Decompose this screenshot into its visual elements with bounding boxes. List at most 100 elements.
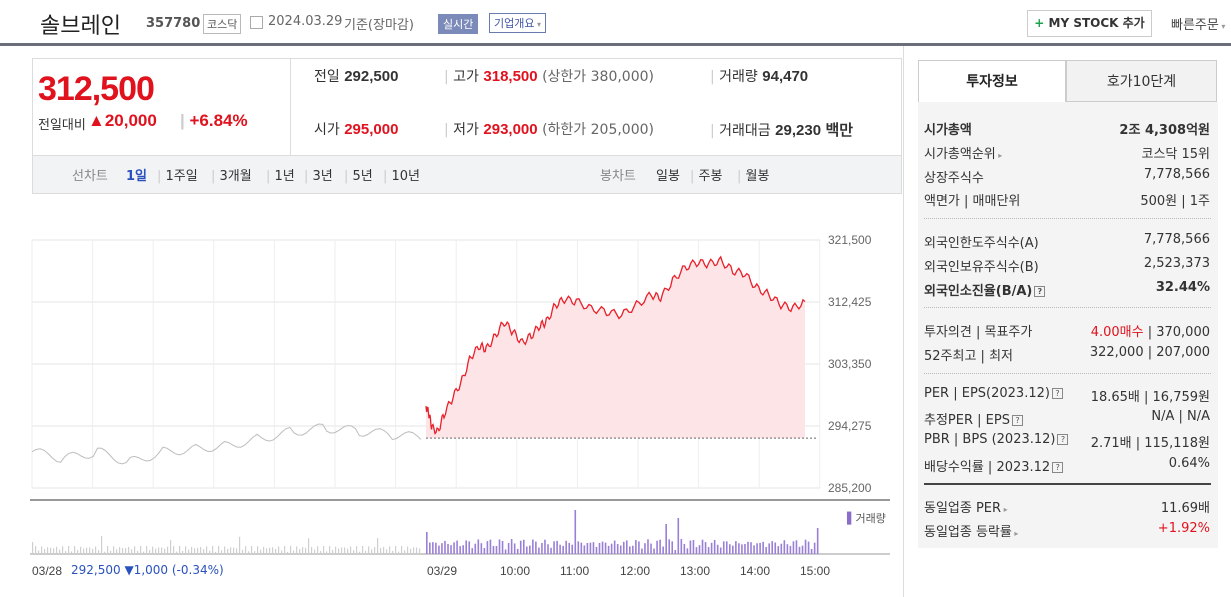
volume-bar-yesterday (338, 548, 340, 554)
volume-bar-yesterday (164, 548, 166, 554)
info-label: 시가총액 (924, 123, 972, 138)
volume-bar-yesterday (287, 551, 289, 554)
x-tick-label: 14:00 (740, 564, 770, 578)
volume-bar-today (447, 543, 449, 554)
tab-daily-candle[interactable]: 일봉 (656, 169, 680, 184)
help-icon[interactable]: ? (1057, 434, 1069, 445)
volume-bar-yesterday (398, 551, 400, 554)
volume-bar-today (565, 540, 567, 554)
quick-order-button[interactable]: 빠른주문 ▾ (1171, 14, 1225, 33)
tab-3year[interactable]: | 3년 (304, 165, 333, 184)
volume-bar-yesterday (389, 546, 391, 554)
x-tick-label: 13:00 (680, 564, 710, 578)
info-label: 외국인소진율(B/A)? (924, 280, 1046, 299)
volume-legend-swatch: ▌ (847, 512, 856, 525)
volume-bar-yesterday (86, 547, 88, 554)
separator: | (690, 169, 699, 184)
volume-bar-yesterday (170, 540, 172, 554)
x-axis: 03/28 03/29 10:00 11:00 12:00 13:00 14:00 15:00 (32, 564, 830, 578)
chart-tab-bar (32, 156, 902, 194)
realtime-button[interactable]: 실시간 (438, 14, 479, 34)
price-chart[interactable]: 321,500 312,425 303,350 294,275 285,200 03/2… (30, 228, 890, 583)
tab-5year[interactable]: | 5년 (344, 165, 373, 184)
volume-bar-yesterday (320, 551, 322, 554)
volume-bar-today (816, 528, 819, 554)
volume-bar-today (586, 542, 589, 554)
volume-bar-today (753, 545, 755, 554)
volume-bar-yesterday (221, 550, 223, 554)
volume-bar-today (804, 539, 807, 554)
volume-bar-today (698, 545, 701, 554)
volume-bar-yesterday (152, 546, 154, 554)
volume-bar-today (786, 544, 789, 554)
tab-1week[interactable]: | 1주일 (157, 165, 198, 184)
change-percent: | +6.84% (180, 111, 248, 131)
info-label: 상장주식수 (924, 171, 984, 186)
separator: | (344, 169, 353, 184)
volume-bar-today (710, 542, 713, 554)
tab-invest-info[interactable]: 투자정보 (918, 60, 1066, 102)
info-value: 코스닥 15위 (1141, 143, 1210, 162)
help-icon[interactable]: ? (1034, 286, 1046, 297)
volume-bar-yesterday (161, 547, 163, 554)
volume-bar-yesterday (332, 549, 334, 554)
price-summary (32, 58, 902, 156)
volume-bar-yesterday (131, 549, 133, 554)
company-name[interactable]: 솔브레인 (40, 14, 121, 39)
company-overview-dropdown[interactable]: 기업개요 ▾ (489, 13, 547, 33)
help-icon[interactable]: ? (1052, 462, 1064, 473)
help-icon[interactable]: ? (1011, 415, 1023, 426)
tab-monthly-candle[interactable]: | 월봉 (737, 165, 769, 184)
y-tick-label: 285,200 (828, 481, 872, 495)
volume-bar-today (589, 542, 592, 554)
change-label: 전일대비 (38, 118, 86, 133)
volume-bar-today (529, 545, 531, 554)
separator: | (211, 169, 220, 184)
today-price-area (426, 256, 805, 439)
x-tick-label: 11:00 (560, 564, 589, 578)
tab-1week-label: 1주일 (165, 169, 198, 184)
volume-bar-today (435, 542, 437, 554)
volume-bar-yesterday (137, 550, 139, 554)
tab-weekly-candle[interactable]: | 주봉 (690, 165, 722, 184)
tab-orderbook[interactable]: 호가10단계 (1066, 60, 1217, 102)
date: 2024.03.29 (268, 14, 343, 29)
volume-bar-yesterday (122, 547, 124, 554)
info-divider (924, 218, 1211, 219)
info-value-text: 2조 4,308억원 (1119, 123, 1210, 138)
prev-day-pct: (-0.34%) (171, 563, 224, 577)
calendar-icon (250, 16, 263, 29)
volume-bar-today (471, 548, 474, 554)
volume-value: 94,470 (762, 68, 809, 85)
date-basis: 기준(장마감) (344, 18, 414, 33)
volume-bar-yesterday (275, 548, 277, 554)
volume-bar-yesterday (416, 547, 418, 554)
separator: | (710, 123, 720, 139)
info-label[interactable]: 시가총액순위 ▸ (924, 147, 1003, 162)
info-label[interactable]: 동일업종 등락률 ▸ (924, 525, 1019, 540)
volume-bar-today (601, 541, 604, 554)
volume-bar-today (610, 543, 613, 554)
tab-3month[interactable]: | 3개월 (211, 165, 252, 184)
volume-bar-today (619, 545, 622, 554)
tab-1day[interactable]: 1일 (126, 169, 148, 184)
info-label: PBR | BPS (2023.12)? (924, 432, 1069, 447)
volume-bar-yesterday (413, 547, 415, 554)
volume-bar-yesterday (236, 548, 238, 554)
tab-1year[interactable]: | 1년 (266, 165, 295, 184)
volume-bar-today (577, 541, 580, 554)
volume-bars (32, 510, 819, 554)
volume-bar-yesterday (65, 551, 67, 554)
mystock-add-button[interactable]: + MY STOCK 추가 (1027, 10, 1152, 37)
volume-bar-today (774, 542, 777, 554)
volume-bar-today (725, 541, 728, 554)
separator: | (304, 169, 313, 184)
info-label[interactable]: 동일업종 PER ▸ (924, 501, 1008, 516)
volume-bar-yesterday (71, 551, 73, 554)
volume-bar-today (525, 546, 528, 554)
prev-day-summary: 292,500 ▼1,000 (-0.34%) (71, 563, 224, 577)
tab-10year[interactable]: | 10년 (383, 165, 420, 184)
volume-bar-today (635, 540, 637, 554)
tab-3year-label: 3년 (312, 169, 333, 184)
help-icon[interactable]: ? (1051, 388, 1063, 399)
